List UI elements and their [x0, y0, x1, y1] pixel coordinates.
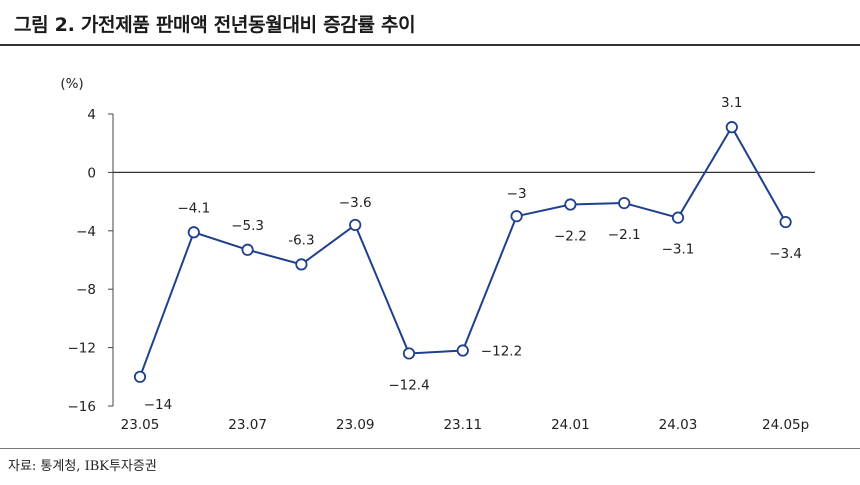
- data-label: −2.1: [608, 227, 641, 243]
- data-point: [725, 121, 738, 134]
- data-point: [564, 198, 577, 211]
- y-tick-label: −4: [76, 224, 96, 240]
- chart-series: [133, 121, 792, 383]
- data-label: −3.1: [662, 242, 695, 258]
- y-unit-label: (%): [60, 76, 83, 92]
- chart-axes: (%)4 0 −4 −8 −12 −16 23.05 23.07 23.09 23.11 24.01…: [60, 76, 815, 433]
- data-label: −3.6: [339, 195, 372, 211]
- data-label: −12.2: [481, 344, 522, 360]
- data-point: [133, 370, 147, 383]
- x-tick-label: 24.05p: [762, 417, 809, 433]
- data-point: [241, 243, 254, 256]
- line-chart: (%)4 0 −4 −8 −12 −16 23.05 23.07 23.09 23.11 24.01…: [60, 76, 815, 433]
- data-label: -6.3: [288, 232, 314, 248]
- data-label: −3: [507, 186, 527, 202]
- data-label: −14: [144, 397, 173, 413]
- data-label: −2.2: [554, 229, 587, 245]
- data-point: [295, 258, 308, 271]
- data-label: −5.3: [231, 218, 264, 234]
- data-label: −12.4: [388, 377, 429, 393]
- y-tick-label: 0: [87, 165, 96, 181]
- chart-title: 그림 2. 가전제품 판매액 전년동월대비 증감률 추이: [14, 14, 416, 36]
- data-label: 3.1: [721, 95, 742, 111]
- x-tick-label: 23.05: [121, 417, 160, 433]
- x-tick-label: 23.07: [228, 417, 267, 433]
- x-tick-label: 23.11: [443, 417, 482, 433]
- data-point: [402, 347, 416, 360]
- data-label: −3.4: [769, 246, 802, 262]
- y-tick-label: −16: [68, 399, 97, 415]
- title-divider: [0, 44, 860, 46]
- data-point: [187, 226, 200, 239]
- y-tick-label: 4: [87, 107, 96, 123]
- chart-data-labels: −14 −4.1 −5.3 -6.3 −3.6 −12.4 −12.2 −3 −2.2 −2.1 −…: [144, 95, 802, 413]
- data-point: [671, 211, 685, 224]
- data-point: [510, 210, 523, 223]
- y-tick-label: −12: [68, 341, 97, 357]
- data-point: [349, 218, 362, 232]
- source-note: 자료: 통계청, IBK투자증권: [8, 459, 157, 474]
- x-tick-label: 23.09: [336, 417, 375, 433]
- x-tick-label: 24.03: [659, 417, 698, 433]
- source-divider: [0, 448, 860, 449]
- x-tick-label: 24.01: [551, 417, 590, 433]
- data-label: −4.1: [177, 200, 210, 216]
- data-point: [456, 344, 469, 357]
- y-tick-label: −8: [76, 282, 96, 298]
- data-point: [779, 215, 792, 229]
- data-point: [618, 196, 631, 210]
